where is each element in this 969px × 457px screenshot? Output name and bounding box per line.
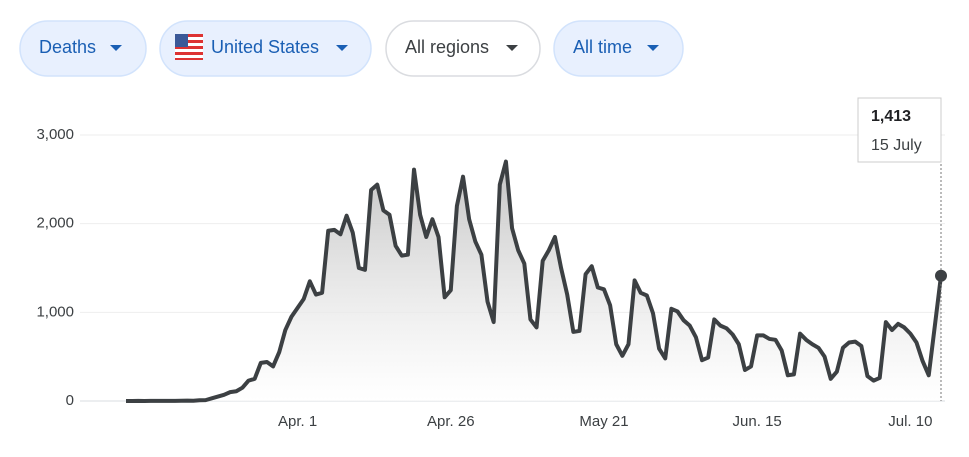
x-tick-label: May 21 [579,413,628,430]
tooltip-value: 1,413 [871,108,911,125]
y-tick-label: 3,000 [36,126,74,143]
x-tick-label: Jul. 10 [888,413,932,430]
x-tick-label: Apr. 1 [278,413,317,430]
tooltip-date: 15 July [871,137,922,154]
hover-point [935,269,947,282]
flag-icon [175,34,203,60]
y-tick-label: 1,000 [36,303,74,320]
line [126,159,943,403]
filter-label: All time [573,37,632,57]
x-tick-label: Jun. 15 [733,413,782,430]
filter-time[interactable]: All time [553,20,684,77]
filter-country[interactable]: United States [159,20,372,77]
filter-deaths[interactable]: Deaths [19,20,147,77]
filter-regions[interactable]: All regions [385,20,541,77]
y-tick-label: 0 [66,392,74,409]
tooltip-box [857,97,942,163]
area [126,161,941,401]
x-tick-label: Apr. 26 [427,413,475,430]
filter-label: United States [211,37,319,57]
chart: 0 1,000 2,000 3,000 Apr. 1 Apr. 26 May 21 Jun. … [36,97,947,430]
tooltip: 1,413 15 July [857,97,942,163]
y-tick-label: 2,000 [36,215,74,232]
filter-label: All regions [405,37,489,57]
filter-label: Deaths [39,37,96,57]
